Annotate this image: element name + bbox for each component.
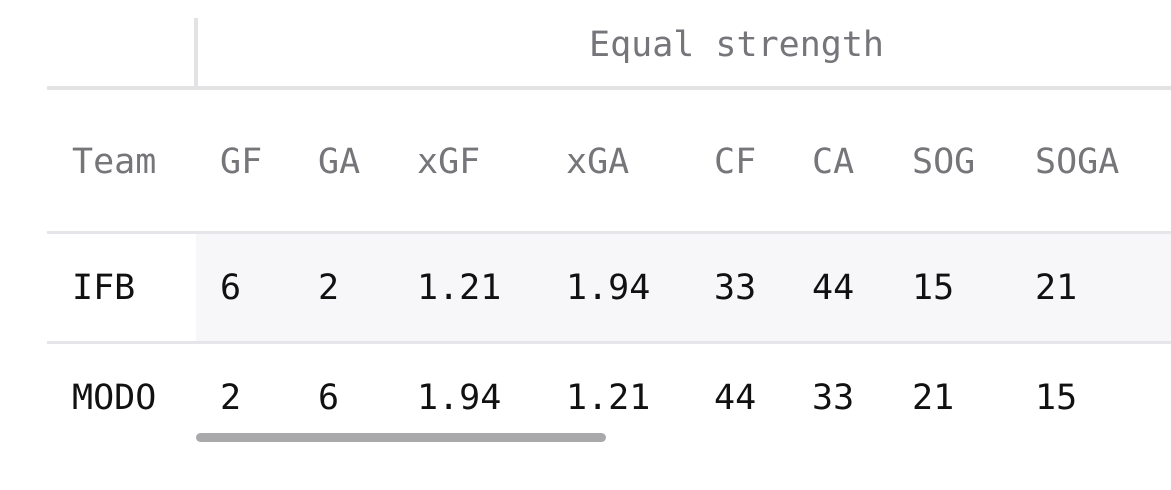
column-header: xGF — [417, 142, 481, 182]
stat-cell: 1.21 — [417, 268, 502, 308]
stat-cell: 44 — [812, 268, 855, 308]
stat-cell: 21 — [1035, 268, 1078, 308]
row-rule — [47, 341, 1171, 344]
stat-cell: 2 — [318, 268, 340, 308]
group-header: Equal strength — [589, 25, 885, 65]
stat-cell: 1.94 — [566, 268, 651, 308]
stat-cell: 15 — [1035, 378, 1078, 418]
stat-cell: 44 — [714, 378, 757, 418]
stat-cell: 33 — [714, 268, 757, 308]
stat-cell: 1.21 — [566, 378, 651, 418]
stat-cell: 6 — [220, 268, 242, 308]
stat-cell: 1.94 — [417, 378, 502, 418]
scrollbar[interactable] — [196, 433, 606, 442]
team-cell: IFB — [72, 268, 136, 308]
stat-cell: 2 — [220, 378, 242, 418]
column-header: SOGA — [1035, 142, 1120, 182]
team-cell: MODO — [72, 378, 157, 418]
column-header: GA — [318, 142, 361, 182]
column-header: CA — [812, 142, 855, 182]
stat-cell: 21 — [912, 378, 955, 418]
header-rule — [47, 231, 1171, 234]
column-header: CF — [714, 142, 757, 182]
column-header: SOG — [912, 142, 976, 182]
column-header: Team — [72, 142, 157, 182]
column-header: xGA — [566, 142, 630, 182]
stat-cell: 15 — [912, 268, 955, 308]
column-header: GF — [220, 142, 263, 182]
row-highlight — [196, 234, 1171, 341]
group-divider — [194, 18, 198, 86]
group-rule — [47, 86, 1171, 90]
stat-cell: 6 — [318, 378, 340, 418]
stat-cell: 33 — [812, 378, 855, 418]
